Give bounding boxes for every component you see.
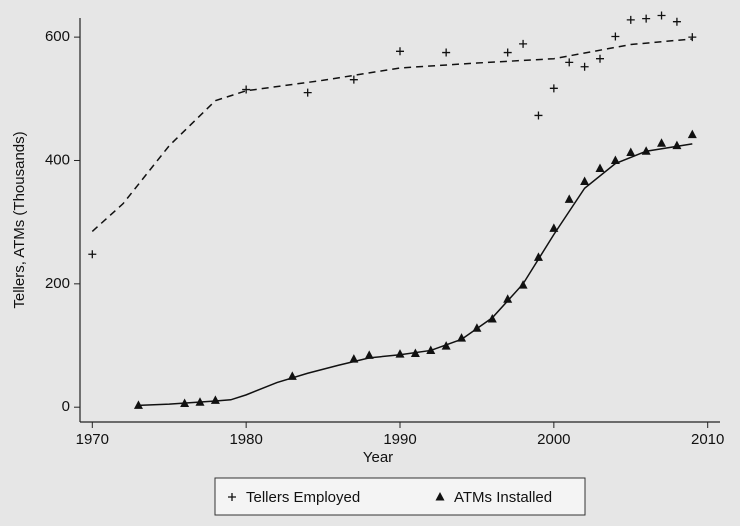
triangle-marker xyxy=(210,395,220,404)
triangle-marker xyxy=(364,350,374,359)
plus-marker xyxy=(242,85,251,94)
triangle-marker xyxy=(487,313,497,323)
triangle-marker xyxy=(457,333,467,342)
triangle-marker xyxy=(564,194,574,203)
plus-marker xyxy=(519,39,528,48)
plus-marker xyxy=(503,48,512,57)
legend-label: ATMs Installed xyxy=(454,489,552,506)
triangle-marker xyxy=(549,223,559,232)
triangle-marker xyxy=(472,323,482,332)
triangle-marker xyxy=(626,147,636,156)
plus-marker xyxy=(642,14,651,23)
plus-marker xyxy=(396,47,404,56)
triangle-marker xyxy=(610,155,620,164)
triangle-marker xyxy=(180,398,190,407)
triangle-marker xyxy=(349,354,359,363)
legend-box xyxy=(214,477,586,516)
triangle-marker xyxy=(287,371,297,380)
x-tick-label: 2000 xyxy=(537,431,570,448)
y-tick-label: 200 xyxy=(45,275,70,292)
triangle-marker xyxy=(641,146,651,155)
triangle-marker xyxy=(395,349,405,358)
legend-label: Tellers Employed xyxy=(246,489,360,506)
plus-marker xyxy=(228,493,236,501)
triangle-marker xyxy=(580,176,590,185)
y-tick-label: 600 xyxy=(45,28,70,45)
plus-marker xyxy=(596,54,604,63)
y-tick-label: 0 xyxy=(62,398,70,415)
plus-marker xyxy=(534,111,543,120)
plus-marker xyxy=(688,33,697,42)
triangle-marker xyxy=(672,140,682,150)
plus-marker xyxy=(442,48,451,57)
plus-marker xyxy=(672,17,681,26)
triangle-marker xyxy=(518,280,528,289)
triangle-marker xyxy=(133,400,143,409)
plus-marker xyxy=(565,58,574,67)
plus-marker xyxy=(657,11,666,20)
triangle-marker xyxy=(533,252,543,261)
plus-marker xyxy=(580,62,589,71)
plus-marker xyxy=(549,84,558,93)
triangle-marker xyxy=(441,341,451,350)
plus-marker xyxy=(626,15,635,24)
triangle-marker xyxy=(435,492,445,501)
triangle-marker xyxy=(410,348,420,358)
triangle-marker xyxy=(687,129,697,139)
plus-marker xyxy=(88,250,97,259)
plus-marker xyxy=(611,32,620,41)
triangle-marker xyxy=(595,163,605,172)
triangle-marker xyxy=(195,397,205,406)
triangle-marker xyxy=(657,138,667,147)
plus-marker xyxy=(349,75,358,84)
x-tick-label: 1970 xyxy=(76,431,109,448)
y-tick-label: 400 xyxy=(45,151,70,168)
x-tick-label: 1990 xyxy=(383,431,416,448)
x-tick-label: 1980 xyxy=(229,431,262,448)
x-axis-label: Year xyxy=(363,449,393,466)
x-tick-label: 2010 xyxy=(691,431,724,448)
triangle-marker xyxy=(503,294,513,303)
y-axis-label: Tellers, ATMs (Thousands) xyxy=(11,131,28,308)
fit-line xyxy=(91,38,693,232)
plus-marker xyxy=(303,88,312,97)
triangle-marker xyxy=(426,345,436,354)
